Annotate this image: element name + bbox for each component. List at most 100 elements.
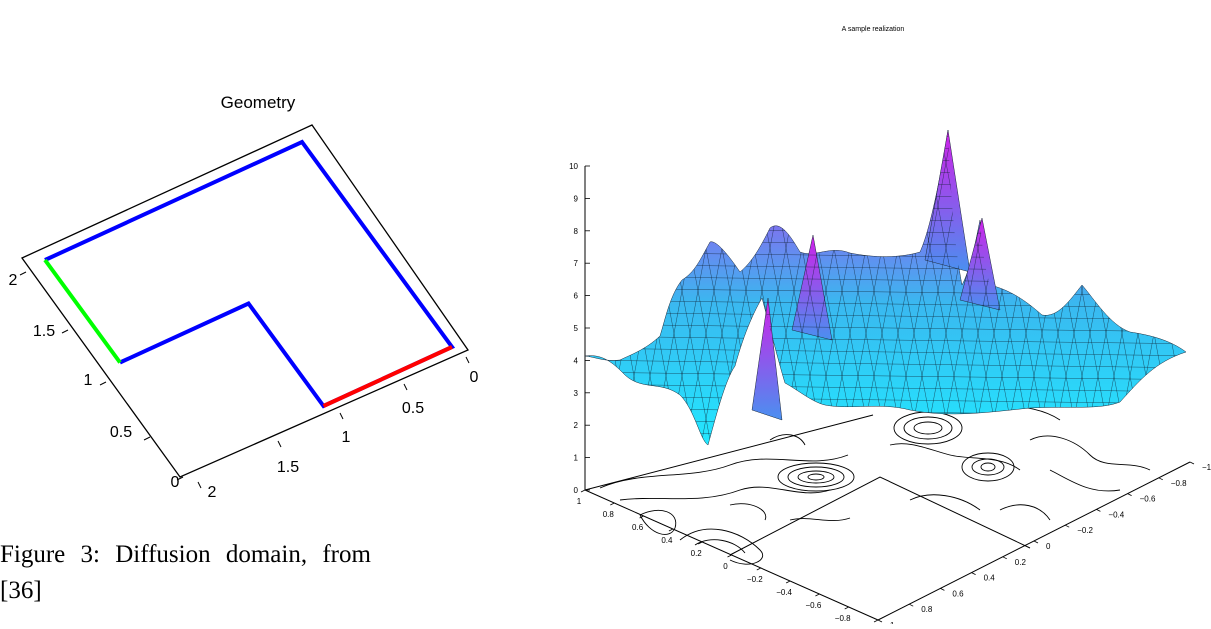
- mesh-line: [530, 120, 570, 440]
- surface-peak-main: [924, 129, 971, 273]
- geometry-tick-mark-a: [61, 329, 69, 334]
- x-tick-mark: [580, 489, 586, 493]
- y-axis-ticks: −1−0.8−0.6−0.4−0.200.20.40.60.81: [877, 461, 1211, 629]
- geometry-tick-mark-a: [176, 476, 184, 481]
- geometry-tick-label-a: 1.5: [33, 323, 55, 340]
- y-tick-label: 0.8: [921, 605, 933, 614]
- mesh-line: [585, 335, 1186, 345]
- geometry-tick-mark-b: [403, 383, 408, 391]
- mesh-line: [585, 239, 1186, 249]
- z-tick-label: 7: [574, 259, 579, 268]
- mesh-line: [585, 143, 1186, 153]
- surface-peak-small: [751, 297, 783, 421]
- mesh-line: [1177, 130, 1186, 441]
- mesh-line: [893, 130, 955, 441]
- mesh-line: [937, 130, 999, 441]
- mesh-line: [621, 130, 683, 441]
- mesh-line: [585, 155, 1186, 165]
- y-tick-label: 0.2: [1015, 558, 1027, 567]
- mesh-line: [585, 419, 1186, 429]
- y-tick-mark: [971, 572, 976, 575]
- geometry-tick-mark-a: [143, 436, 151, 441]
- mesh-line: [585, 130, 647, 441]
- floor-l-edge: [729, 476, 1031, 556]
- mesh-line: [1129, 130, 1186, 441]
- x-tick-mark: [639, 515, 644, 519]
- x-axis-ticks: 10.80.60.40.20−0.2−0.4−0.6−0.8−1: [577, 489, 879, 629]
- x-tick-label: 0.6: [632, 523, 644, 532]
- mesh-line: [605, 130, 667, 441]
- mesh-line: [585, 359, 1186, 369]
- geometry-plot: Geometry 0 0.5 1 1.5 2 0 0.5 1 1.5 2: [9, 93, 479, 501]
- geometry-axes-box: [21, 124, 469, 478]
- y-tick-label: −1: [1202, 463, 1211, 472]
- caption-citation: [36]: [0, 577, 42, 604]
- geometry-tick-mark-a: [99, 381, 107, 386]
- surface-peak-left: [791, 234, 833, 341]
- geometry-tick-label-a: 1: [84, 372, 93, 389]
- surface-plot: A sample realization 0 1 2 3 4 5 6 7 8 9 10 1 0.8 0.…: [530, 26, 1211, 629]
- mesh-line: [585, 130, 631, 441]
- mesh-line: [585, 191, 1186, 201]
- y-tick-mark: [1127, 493, 1132, 496]
- mesh-line: [585, 167, 1186, 177]
- z-tick-label: 4: [574, 356, 579, 365]
- y-tick-label: 0: [1046, 542, 1051, 551]
- geometry-tick-mark-a: [19, 271, 27, 276]
- z-tick-label: 0: [574, 486, 579, 495]
- y-tick-mark: [1065, 524, 1070, 528]
- geometry-tick-mark-b: [465, 356, 470, 364]
- geometry-tick-label-b: 1.5: [277, 459, 299, 476]
- y-tick-label: −0.6: [1140, 495, 1156, 504]
- x-tick-label: 1: [577, 497, 582, 506]
- geometry-tick-label-a: 2: [9, 272, 18, 289]
- x-tick-label: 0: [723, 562, 728, 571]
- x-tick-mark: [698, 541, 703, 545]
- surface-title: A sample realization: [842, 26, 905, 33]
- mesh-line: [617, 130, 679, 441]
- geometry-tick-label-b: 0.5: [402, 400, 424, 417]
- y-tick-label: −0.8: [1171, 479, 1187, 488]
- mesh-line: [585, 179, 1186, 189]
- boundary-segment-0: [44, 139, 456, 409]
- geometry-ticks-axis-a: 0 0.5 1 1.5 2: [9, 271, 184, 491]
- geometry-tick-mark-b: [197, 481, 202, 489]
- mesh-line: [585, 227, 1186, 237]
- figure-caption: Figure 3: Diffusion domain, from [36]: [0, 537, 520, 609]
- mesh-line: [585, 347, 1186, 357]
- caption-text: Diffusion domain, from: [115, 541, 371, 568]
- z-tick-label: 1: [574, 454, 579, 463]
- boundary-segment-2: [322, 345, 453, 408]
- y-tick-mark: [1033, 540, 1039, 544]
- x-tick-mark: [727, 554, 732, 558]
- mesh-line: [1117, 130, 1179, 441]
- mesh-line: [585, 311, 1186, 321]
- y-tick-label: 0.6: [952, 589, 964, 598]
- y-tick-label: −0.2: [1077, 526, 1093, 535]
- boundary-segment-1: [43, 258, 122, 364]
- x-tick-mark: [668, 528, 674, 532]
- mesh-line: [585, 323, 1186, 333]
- surface-body: [584, 129, 1187, 446]
- mesh-line: [570, 120, 1210, 128]
- surface-figure: A sample realization 0 1 2 3 4 5 6 7 8 9 10 1 0.8 0.…: [530, 0, 1211, 629]
- x-tick-mark: [844, 606, 849, 610]
- y-tick-mark: [877, 619, 883, 623]
- x-tick-mark: [610, 502, 615, 506]
- x-tick-label: −0.8: [835, 614, 851, 623]
- geometry-tick-mark-b: [339, 412, 344, 420]
- geometry-tick-label-a: 0.5: [110, 424, 132, 441]
- z-tick-label: 2: [574, 421, 579, 430]
- z-tick-label: 10: [569, 162, 578, 171]
- geometry-boundary: [43, 139, 456, 409]
- y-tick-mark: [1189, 461, 1195, 465]
- mesh-line: [585, 431, 1186, 441]
- x-axis-line: [584, 414, 874, 491]
- y-tick-mark: [1158, 477, 1163, 481]
- y-tick-mark: [1002, 556, 1007, 560]
- caption-label: Figure 3:: [0, 541, 100, 568]
- mesh-line: [1194, 120, 1211, 440]
- x-tick-mark: [873, 619, 879, 623]
- x-tick-label: 0.2: [691, 549, 703, 558]
- z-axis-ticks: 0 1 2 3 4 5 6 7 8 9 10: [569, 162, 590, 495]
